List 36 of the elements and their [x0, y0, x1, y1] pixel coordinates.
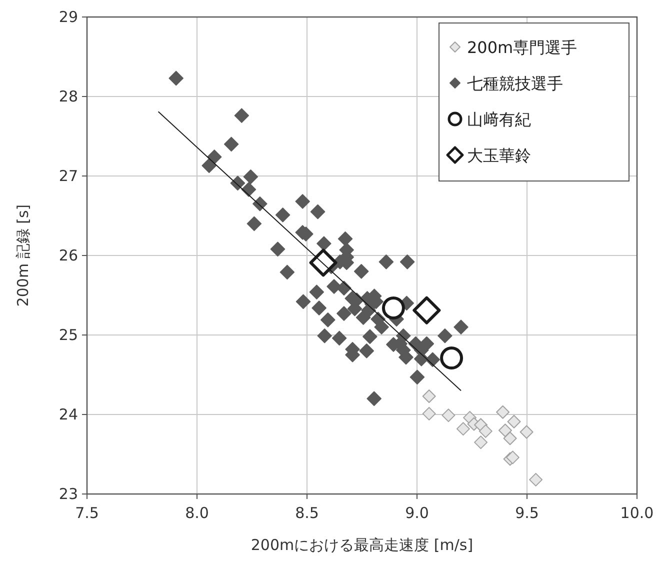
point	[478, 424, 492, 438]
x-tick-label: 9.0	[405, 504, 429, 522]
legend-label: 200m専門選手	[467, 38, 578, 57]
y-tick-label: 27	[58, 167, 78, 185]
point	[498, 424, 512, 438]
y-tick-label: 26	[58, 246, 78, 264]
y-axis-title: 200m 記録 [s]	[14, 204, 32, 307]
x-tick-label: 9.5	[515, 504, 539, 522]
point	[529, 472, 543, 486]
point	[507, 414, 521, 428]
legend-label: 大玉華鈴	[467, 146, 531, 165]
legend-label: 山﨑有紀	[467, 110, 531, 129]
y-tick-label: 24	[58, 406, 78, 424]
point	[474, 436, 488, 450]
x-axis-title: 200mにおける最高走速度 [m/s]	[250, 536, 474, 554]
point	[382, 296, 405, 320]
y-tick-label: 28	[58, 88, 78, 106]
x-tick-label: 7.5	[75, 504, 99, 522]
legend-label: 七種競技選手	[467, 74, 563, 93]
point	[506, 450, 520, 464]
point	[440, 346, 464, 370]
x-tick-label: 8.0	[185, 504, 209, 522]
point	[496, 405, 510, 419]
point	[412, 296, 441, 324]
point	[503, 432, 517, 446]
point	[422, 389, 436, 403]
x-tick-label: 10.0	[620, 504, 654, 522]
x-tick-label: 8.5	[295, 504, 319, 522]
point	[422, 406, 436, 420]
y-tick-label: 23	[58, 485, 78, 503]
point	[456, 422, 470, 436]
point	[309, 248, 338, 277]
point	[520, 425, 534, 439]
y-tick-label: 25	[58, 326, 78, 344]
y-tick-label: 29	[58, 8, 78, 26]
point	[442, 408, 456, 422]
